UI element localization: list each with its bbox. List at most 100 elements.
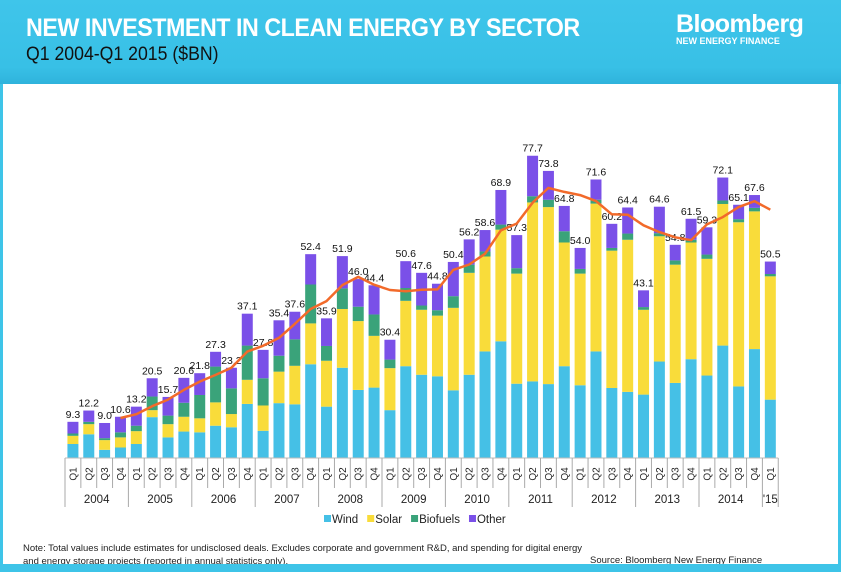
total-label: 43.1 <box>633 277 654 289</box>
total-label: 73.8 <box>538 158 559 170</box>
logo-sub-text: NEW ENERGY FINANCE <box>676 36 780 46</box>
bar-segment-biofuels <box>669 260 681 265</box>
bar-segment-solar <box>463 272 475 375</box>
bar-segment-other <box>685 218 697 240</box>
bar-segment-biofuels <box>146 396 158 411</box>
bar-segment-wind <box>384 410 396 458</box>
quarter-tick-label: Q2 <box>148 467 159 481</box>
bar-segment-biofuels <box>400 288 412 301</box>
bar-segment-biofuels <box>241 345 253 380</box>
bar-segment-wind <box>574 385 586 458</box>
bar-segment-wind <box>257 430 269 458</box>
bar-segment-other <box>574 247 586 269</box>
bar-segment-solar <box>622 239 634 392</box>
bar-segment-biofuels <box>67 433 79 436</box>
total-label: 27.8 <box>253 337 274 349</box>
bar-segment-solar <box>305 323 317 365</box>
bar-segment-wind <box>431 376 443 458</box>
quarter-tick-label: Q4 <box>179 467 190 481</box>
quarter-tick-label: Q3 <box>354 467 365 481</box>
bar-segment-wind <box>130 443 142 458</box>
bar-segment-wind <box>273 403 285 458</box>
total-label: 64.6 <box>649 194 670 206</box>
bar-segment-other <box>542 170 554 200</box>
bar-segment-biofuels <box>210 366 222 403</box>
bar-segment-biofuels <box>701 254 713 259</box>
total-label: 72.1 <box>713 165 734 177</box>
year-tick-label: 2007 <box>274 494 300 506</box>
total-label: 54.0 <box>570 235 591 247</box>
bar-segment-solar <box>178 416 190 432</box>
total-label: 71.6 <box>586 166 607 178</box>
quarter-tick-label: Q2 <box>528 467 539 481</box>
bar-segment-solar <box>273 371 285 404</box>
bar-segment-solar <box>194 418 206 433</box>
quarter-tick-label: Q4 <box>623 467 634 481</box>
total-label: 65.1 <box>728 192 749 204</box>
bar-segment-solar <box>590 203 602 352</box>
bar-segment-other <box>717 177 729 201</box>
total-label: 12.2 <box>79 398 100 410</box>
bar-segment-other <box>733 204 745 220</box>
bar-segment-wind <box>400 366 412 458</box>
year-tick-label: 2008 <box>338 494 364 506</box>
bar-segment-wind <box>178 431 190 458</box>
year-tick-label: 2011 <box>528 494 553 506</box>
bar-segment-other <box>400 261 412 289</box>
total-label: 30.4 <box>380 327 401 339</box>
bar-segment-wind <box>321 406 333 458</box>
bar-segment-biofuels <box>511 268 523 274</box>
quarter-tick-label: Q1 <box>132 467 143 481</box>
bar-segment-solar <box>511 273 523 384</box>
quarter-tick-label: Q4 <box>116 467 127 481</box>
bar-segment-wind <box>495 341 507 458</box>
bar-segment-biofuels <box>257 378 269 406</box>
bar-segment-solar <box>162 424 174 438</box>
year-tick-label: 2004 <box>84 494 110 506</box>
bar-segment-solar <box>146 410 158 418</box>
bar-segment-biofuels <box>431 310 443 316</box>
bar-segment-biofuels <box>336 288 348 310</box>
year-tick-label: 2006 <box>211 494 237 506</box>
logo-main-text: Bloomberg <box>676 10 804 38</box>
bar-segment-wind <box>305 364 317 458</box>
total-label: 21.8 <box>190 360 211 372</box>
bar-segment-biofuels <box>717 200 729 204</box>
bar-segment-other <box>352 279 364 307</box>
quarter-tick-label: Q1 <box>68 467 79 481</box>
bar-segment-biofuels <box>495 224 507 230</box>
bar-segment-other <box>225 367 237 389</box>
bar-segment-solar <box>225 414 237 428</box>
legend-label-wind: Wind <box>332 514 358 526</box>
total-label: 35.9 <box>316 305 337 317</box>
quarter-tick-label: Q1 <box>576 467 587 481</box>
bar-segment-solar <box>685 242 697 360</box>
bar-segment-wind <box>83 434 95 458</box>
bar-segment-wind <box>638 394 650 458</box>
total-label: 37.6 <box>285 299 306 311</box>
bar-segment-biofuels <box>83 421 95 425</box>
total-label: 47.6 <box>411 260 432 272</box>
bar-segment-other <box>606 223 618 248</box>
quarter-tick-label: Q1 <box>512 467 523 481</box>
quarter-tick-label: Q4 <box>243 467 254 481</box>
bar-segment-wind <box>114 447 126 458</box>
total-label: 52.4 <box>300 241 321 253</box>
quarter-tick-label: Q4 <box>433 467 444 481</box>
bar-segment-biofuels <box>748 207 760 212</box>
quarter-tick-label: Q4 <box>750 467 761 481</box>
bar-segment-biofuels <box>114 432 126 438</box>
bar-segment-other <box>305 254 317 285</box>
year-tick-label: 2012 <box>591 494 617 506</box>
bar-segment-wind <box>447 390 459 458</box>
bar-segment-biofuels <box>130 425 142 432</box>
total-label: 10.6 <box>110 404 131 416</box>
bottom-band <box>0 564 841 572</box>
bar-segment-other <box>384 339 396 360</box>
bar-segment-biofuels <box>574 268 586 274</box>
bar-segment-biofuels <box>99 438 111 441</box>
bar-segment-solar <box>289 365 301 405</box>
legend-label-other: Other <box>477 514 506 526</box>
bar-segment-wind <box>717 345 729 458</box>
bar-segment-solar <box>130 431 142 444</box>
